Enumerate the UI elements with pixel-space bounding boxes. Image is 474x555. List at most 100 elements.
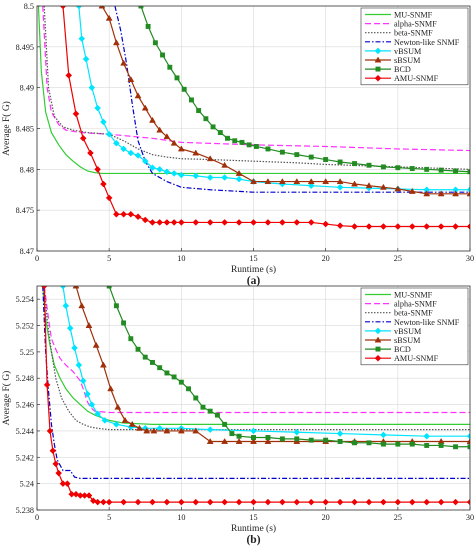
data-point-vbsum (127, 149, 135, 157)
data-point-amu-snmf (63, 480, 71, 488)
data-point-amu-snmf (79, 134, 87, 142)
data-point-amu-snmf (322, 220, 330, 228)
data-point-bcd (279, 436, 285, 442)
data-point-sbsum (250, 178, 257, 185)
data-point-bcd (178, 379, 184, 385)
data-point-sbsum (105, 14, 113, 21)
data-point-amu-snmf (105, 194, 113, 202)
data-point-vbsum (141, 157, 149, 165)
data-point-amu-snmf (250, 498, 257, 506)
data-point-bcd (142, 354, 148, 360)
x-tick-label: 0 (35, 254, 39, 263)
series-line-vbsum (62, 286, 470, 437)
y-axis-label: Average F( G) (1, 101, 12, 156)
data-point-bcd (196, 108, 202, 113)
data-point-sbsum (322, 178, 330, 185)
data-point-vbsum (293, 428, 301, 436)
data-point-amu-snmf (52, 460, 60, 468)
y-tick-label: 8.485 (16, 125, 34, 134)
y-tick-label: 5.248 (16, 374, 34, 383)
x-tick-label: 25 (394, 254, 402, 263)
panel-caption: (a) (247, 275, 261, 287)
data-point-bcd (186, 386, 192, 392)
data-point-sbsum (206, 155, 214, 162)
data-point-amu-snmf (380, 223, 387, 230)
data-point-sbsum (408, 187, 416, 194)
data-point-amu-snmf (55, 469, 63, 477)
data-point-amu-snmf (250, 219, 257, 226)
data-point-amu-snmf (105, 498, 113, 506)
data-point-vbsum (221, 174, 228, 181)
data-point-bcd (323, 437, 329, 443)
data-point-vbsum (120, 145, 127, 153)
legend-marker-bcd (375, 66, 381, 72)
data-point-bcd (279, 149, 285, 155)
x-tick-label: 15 (249, 254, 257, 263)
data-point-bcd (337, 439, 343, 444)
data-point-sbsum (336, 178, 344, 185)
y-tick-label: 5.25 (20, 348, 34, 357)
data-point-sbsum (156, 126, 164, 133)
data-point-amu-snmf (100, 180, 107, 188)
y-tick-label: 8.48 (20, 165, 34, 174)
legend-marker-sbsum (374, 336, 382, 343)
data-point-bcd (229, 431, 235, 437)
data-point-sbsum (78, 302, 86, 309)
legend-marker-vbsum (374, 327, 382, 335)
y-tick-label: 5.252 (16, 322, 34, 331)
data-point-vbsum (105, 130, 113, 138)
data-point-sbsum (150, 427, 158, 434)
data-point-vbsum (75, 361, 83, 369)
data-point-sbsum (264, 178, 272, 185)
data-point-vbsum (82, 55, 90, 63)
data-point-amu-snmf (177, 498, 185, 506)
legend-marker-sbsum (374, 56, 382, 63)
data-point-sbsum (235, 169, 243, 176)
data-point-vbsum (94, 104, 101, 112)
data-point-bcd (200, 404, 206, 410)
x-axis-label: Runtime (s) (231, 264, 276, 275)
data-point-sbsum (466, 437, 470, 444)
y-tick-label: 8.49 (20, 84, 34, 93)
data-point-bcd (438, 442, 444, 448)
data-point-sbsum (136, 424, 143, 431)
data-point-bcd (113, 303, 119, 309)
data-point-amu-snmf (134, 498, 142, 506)
data-point-amu-snmf (336, 222, 344, 230)
data-point-sbsum (235, 437, 243, 444)
data-point-sbsum (437, 190, 445, 197)
data-point-sbsum (466, 190, 470, 197)
data-point-amu-snmf (293, 219, 301, 226)
data-point-sbsum (221, 161, 229, 168)
data-point-bcd (138, 6, 144, 9)
data-point-sbsum (170, 139, 178, 146)
data-point-vbsum (250, 427, 257, 435)
data-point-vbsum (113, 420, 120, 428)
data-point-vbsum (423, 432, 431, 440)
data-point-vbsum (94, 410, 101, 418)
data-point-amu-snmf (380, 498, 387, 506)
data-point-bcd (453, 444, 459, 450)
data-point-sbsum (98, 6, 106, 9)
data-point-vbsum (113, 139, 120, 147)
data-point-amu-snmf (65, 72, 73, 79)
data-point-bcd (438, 167, 444, 173)
data-point-bcd (239, 139, 245, 145)
data-point-sbsum (250, 437, 257, 444)
data-point-amu-snmf (235, 498, 243, 506)
data-point-sbsum (163, 427, 171, 434)
data-point-vbsum (156, 165, 164, 173)
y-tick-label: 5.254 (16, 295, 34, 304)
data-point-amu-snmf (94, 498, 101, 506)
data-point-bcd (164, 370, 170, 376)
data-point-amu-snmf (365, 498, 373, 506)
data-point-bcd (380, 441, 386, 447)
data-point-vbsum (192, 172, 200, 180)
data-point-bcd (193, 395, 199, 401)
data-point-bcd (210, 124, 216, 130)
legend-label-vbsum: vBSUM (394, 327, 422, 336)
data-point-amu-snmf (120, 498, 127, 506)
data-point-vbsum (62, 302, 70, 310)
data-point-bcd (203, 116, 209, 122)
data-point-vbsum (88, 401, 96, 408)
